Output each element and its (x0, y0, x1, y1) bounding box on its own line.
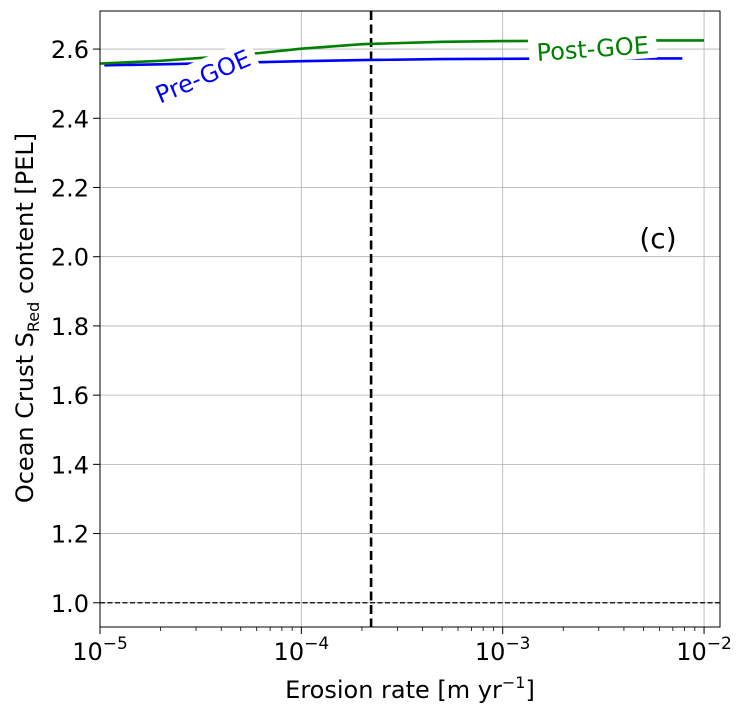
y-axis-label: Ocean Crust SRed content [PEL] (11, 133, 43, 503)
x-axis-label: Erosion rate [m yr−1] (285, 673, 535, 704)
reference-lines (100, 11, 720, 627)
x-tick-exp: −4 (304, 634, 329, 654)
y-ticks: 1.0 1.2 1.4 1.6 1.8 2.0 2.2 2.4 2.6 (51, 36, 100, 618)
x-tick-exp: −3 (505, 634, 530, 654)
annotation-background (144, 38, 261, 111)
x-tick-base: 10 (72, 638, 103, 666)
annotation-group-0: Pre-GOE (144, 38, 261, 111)
x-axis-label-end: ] (525, 676, 534, 704)
grid (99, 11, 720, 627)
x-axis-label-sup: −1 (502, 673, 526, 692)
x-ticks: 10−5 10−4 10−3 10−2 (72, 627, 732, 666)
y-tick-label: 1.2 (51, 521, 89, 549)
x-tick-label: 10−5 (72, 634, 128, 666)
annotation-background (527, 27, 658, 67)
x-tick-label: 10−4 (274, 634, 330, 666)
y-tick-label: 1.6 (51, 382, 89, 410)
y-axis-label-sub: Red (24, 302, 43, 332)
annotation-group-1: Post-GOE (527, 27, 658, 67)
y-axis-label-end: content [PEL] (11, 133, 39, 302)
y-axis-label-main: Ocean Crust S (11, 332, 39, 503)
x-tick-label: 10−3 (475, 634, 531, 666)
y-tick-label: 2.6 (51, 36, 89, 64)
plot-frame (99, 10, 721, 628)
x-tick-exp: −2 (707, 634, 732, 654)
x-tick-base: 10 (475, 638, 506, 666)
panel-label: (c) (639, 222, 676, 255)
y-tick-label: 2.0 (51, 244, 89, 272)
line-annotations: Pre-GOE Post-GOE (144, 27, 658, 111)
y-tick-label: 1.0 (51, 590, 89, 618)
x-axis-label-main: Erosion rate [m yr (285, 676, 502, 704)
y-tick-label: 1.8 (51, 313, 89, 341)
x-tick-base: 10 (676, 638, 707, 666)
x-tick-exp: −5 (103, 634, 128, 654)
y-tick-label: 2.2 (51, 174, 89, 202)
annotation-label: Pre-GOE (151, 44, 254, 109)
y-tick-label: 2.4 (51, 105, 89, 133)
x-tick-label: 10−2 (676, 634, 732, 666)
x-tick-base: 10 (274, 638, 305, 666)
y-tick-label: 1.4 (51, 451, 89, 479)
